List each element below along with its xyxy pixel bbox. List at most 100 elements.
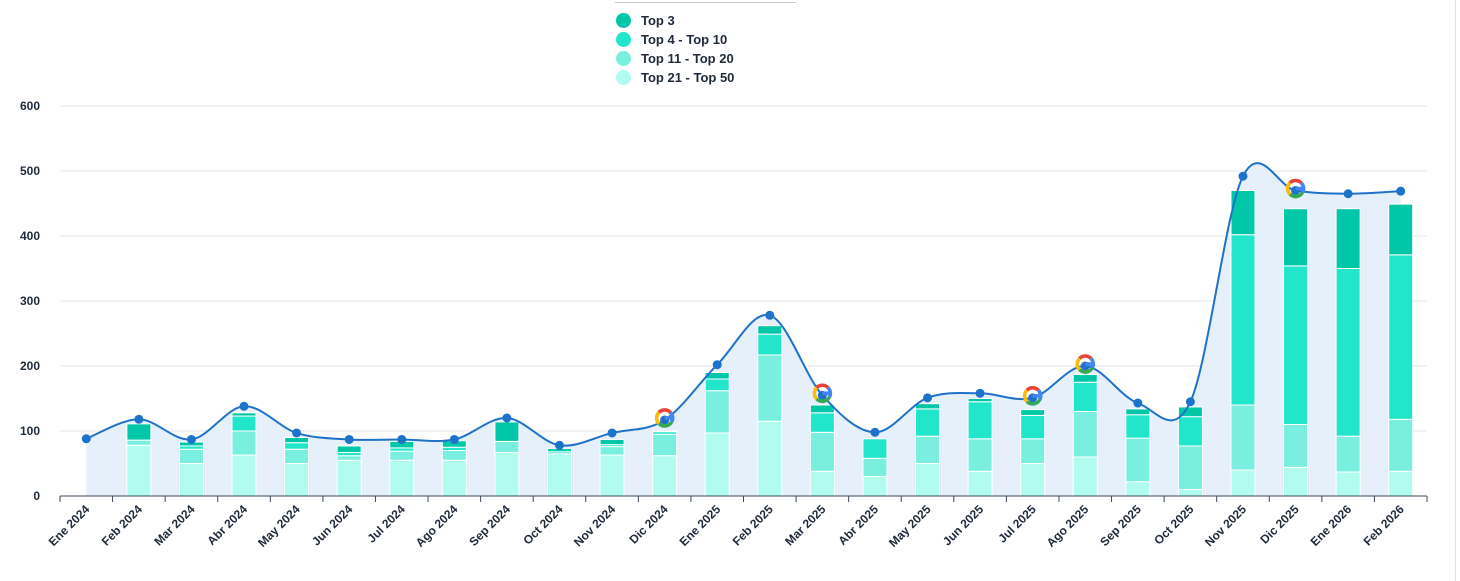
bar-segment[interactable] — [1020, 414, 1046, 440]
bar-segment[interactable] — [1388, 203, 1414, 256]
bar-segment[interactable] — [1177, 445, 1203, 491]
bar-segment[interactable] — [1388, 470, 1414, 497]
trend-point[interactable] — [712, 360, 722, 370]
bar-segment[interactable] — [704, 378, 730, 392]
bar-segment[interactable] — [967, 401, 993, 440]
bar-segment[interactable] — [1125, 414, 1151, 439]
trend-point[interactable] — [502, 413, 512, 423]
legend-item-top-21-50[interactable]: Top 21 - Top 50 — [616, 68, 734, 87]
bar-segment[interactable] — [546, 453, 572, 497]
bar-segment[interactable] — [336, 455, 362, 461]
bar-segment[interactable] — [757, 420, 783, 497]
bar-segment[interactable] — [1072, 381, 1098, 412]
trend-point[interactable] — [134, 414, 144, 424]
bar-segment[interactable] — [1388, 254, 1414, 420]
bar-segment[interactable] — [178, 463, 204, 497]
bar-segment[interactable] — [1283, 265, 1309, 425]
bar-segment[interactable] — [757, 325, 783, 335]
bar-segment[interactable] — [1283, 466, 1309, 497]
bar-segment[interactable] — [494, 421, 520, 442]
trend-point[interactable] — [1396, 186, 1406, 196]
bar-segment[interactable] — [1335, 471, 1361, 497]
bar-segment[interactable] — [336, 445, 362, 453]
bar-segment[interactable] — [231, 430, 257, 456]
trend-point[interactable] — [1185, 397, 1195, 407]
bar-segment[interactable] — [809, 404, 835, 414]
bar-segment[interactable] — [599, 446, 625, 456]
bar-segment[interactable] — [178, 448, 204, 465]
bar-segment[interactable] — [1177, 416, 1203, 447]
trend-point[interactable] — [397, 434, 407, 444]
bar-segment[interactable] — [1230, 190, 1256, 236]
trend-point[interactable] — [186, 434, 196, 444]
trend-point[interactable] — [607, 428, 617, 438]
bar-segment[interactable] — [284, 442, 310, 450]
bar-segment[interactable] — [704, 390, 730, 434]
bar-segment[interactable] — [231, 415, 257, 432]
trend-point[interactable] — [239, 401, 249, 411]
bar-segment[interactable] — [126, 439, 152, 446]
bar-segment[interactable] — [967, 398, 993, 403]
bar-segment[interactable] — [284, 448, 310, 465]
bar-segment[interactable] — [494, 451, 520, 497]
bar-segment[interactable] — [1072, 456, 1098, 497]
bar-segment[interactable] — [126, 423, 152, 441]
trend-point[interactable] — [1343, 189, 1353, 199]
bar-segment[interactable] — [1388, 418, 1414, 472]
bar-segment[interactable] — [1230, 234, 1256, 406]
bar-segment[interactable] — [967, 470, 993, 497]
bar-segment[interactable] — [1020, 409, 1046, 416]
bar-segment[interactable] — [915, 463, 941, 497]
bar-segment[interactable] — [862, 457, 888, 477]
bar-segment[interactable] — [757, 333, 783, 356]
bar-segment[interactable] — [652, 430, 678, 433]
trend-point[interactable] — [1133, 398, 1143, 408]
bar-segment[interactable] — [1283, 208, 1309, 267]
legend-item-top-3[interactable]: Top 3 — [616, 11, 734, 30]
bar-segment[interactable] — [336, 459, 362, 497]
bar-segment[interactable] — [441, 450, 467, 461]
bar-segment[interactable] — [441, 459, 467, 497]
bar-segment[interactable] — [231, 412, 257, 417]
bar-segment[interactable] — [1072, 411, 1098, 458]
bar-segment[interactable] — [704, 372, 730, 380]
trend-point[interactable] — [870, 427, 880, 437]
trend-point[interactable] — [81, 434, 91, 444]
bar-segment[interactable] — [1177, 406, 1203, 418]
bar-segment[interactable] — [494, 440, 520, 453]
bar-segment[interactable] — [1230, 469, 1256, 497]
trend-point[interactable] — [1238, 171, 1248, 181]
bar-segment[interactable] — [1020, 438, 1046, 464]
bar-segment[interactable] — [967, 438, 993, 472]
bar-segment[interactable] — [1283, 424, 1309, 468]
bar-segment[interactable] — [757, 354, 783, 422]
trend-point[interactable] — [344, 434, 354, 444]
bar-segment[interactable] — [1230, 404, 1256, 471]
bar-segment[interactable] — [1125, 481, 1151, 497]
bar-segment[interactable] — [809, 431, 835, 472]
bar-segment[interactable] — [809, 412, 835, 433]
trend-point[interactable] — [765, 310, 775, 320]
bar-segment[interactable] — [284, 437, 310, 444]
trend-point[interactable] — [292, 428, 302, 438]
trend-point[interactable] — [975, 388, 985, 398]
bar-segment[interactable] — [389, 459, 415, 497]
bar-segment[interactable] — [1177, 489, 1203, 497]
bar-segment[interactable] — [862, 438, 888, 459]
bar-segment[interactable] — [599, 454, 625, 497]
bar-segment[interactable] — [915, 435, 941, 465]
bar-segment[interactable] — [231, 454, 257, 497]
legend-item-top-4-10[interactable]: Top 4 - Top 10 — [616, 30, 734, 49]
bar-segment[interactable] — [284, 463, 310, 497]
bar-segment[interactable] — [704, 432, 730, 497]
bar-segment[interactable] — [652, 455, 678, 497]
bar-segment[interactable] — [1072, 373, 1098, 383]
bar-segment[interactable] — [809, 470, 835, 497]
bar-segment[interactable] — [599, 438, 625, 446]
bar-segment[interactable] — [652, 433, 678, 457]
legend-item-top-11-20[interactable]: Top 11 - Top 20 — [616, 49, 734, 68]
bar-segment[interactable] — [1335, 208, 1361, 269]
bar-segment[interactable] — [1335, 268, 1361, 437]
bar-segment[interactable] — [1020, 463, 1046, 497]
bar-segment[interactable] — [1125, 437, 1151, 483]
